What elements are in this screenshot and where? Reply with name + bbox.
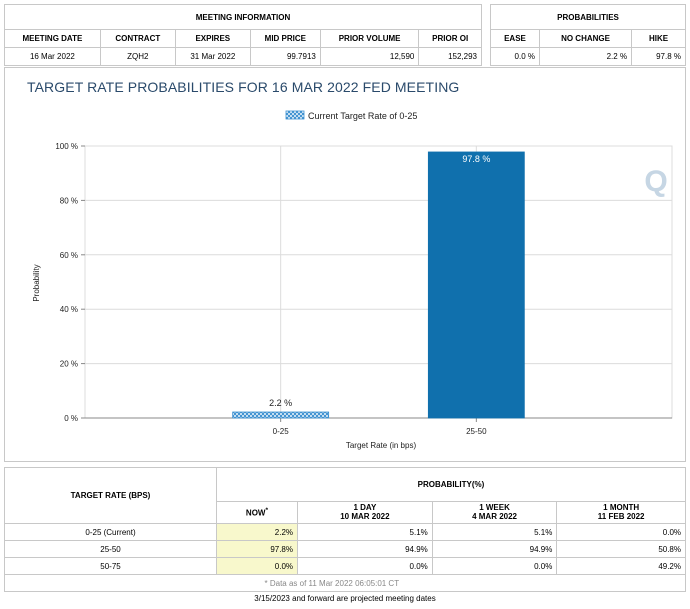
row-1month: 0.0%: [556, 523, 686, 541]
row-1day: 5.1%: [297, 523, 433, 541]
col-prior-oi: PRIOR OI: [418, 29, 482, 48]
prior-volume-value: 12,590: [319, 47, 420, 66]
watermark-q: Q: [644, 165, 667, 198]
row-rate: 50-75: [4, 557, 217, 575]
probability-history-table: TARGET RATE (BPS) PROBABILITY(%) NOW* 1 …: [4, 467, 686, 592]
meeting-date-value: 16 Mar 2022: [4, 47, 101, 66]
col-no-change: NO CHANGE: [538, 29, 633, 48]
x-axis-label: Target Rate (in bps): [346, 441, 417, 450]
meeting-info-table: MEETING INFORMATION MEETING DATE CONTRAC…: [4, 4, 482, 66]
row-1week: 5.1%: [431, 523, 558, 541]
y-axis-label: Probability: [32, 264, 41, 301]
row-1month: 50.8%: [556, 540, 686, 558]
ease-value: 0.0 %: [490, 47, 540, 66]
y-tick-label: 40 %: [60, 305, 78, 314]
col-prior-volume: PRIOR VOLUME: [319, 29, 420, 48]
col-meeting-date: MEETING DATE: [4, 29, 101, 48]
legend-swatch: [285, 110, 305, 120]
x-tick-label: 25-50: [466, 427, 487, 436]
watermark-logo: Q: [644, 165, 667, 198]
bar-value-label: 97.8 %: [462, 154, 490, 164]
contract-value: ZQH2: [99, 47, 176, 66]
row-rate: 25-50: [4, 540, 217, 558]
one-week-header: 1 WEEK 4 MAR 2022: [431, 500, 558, 525]
probabilities-table: PROBABILITIES EASE NO CHANGE HIKE 0.0 % …: [490, 4, 686, 66]
col-mid-price: MID PRICE: [249, 29, 321, 48]
col-expires: EXPIRES: [174, 29, 251, 48]
row-1day: 94.9%: [297, 540, 433, 558]
prior-oi-value: 152,293: [418, 47, 482, 66]
chart-legend: Current Target Rate of 0-25: [285, 110, 417, 121]
now-marker: *: [265, 507, 269, 515]
y-tick-label: 0 %: [64, 414, 78, 423]
y-tick-label: 80 %: [60, 196, 78, 205]
one-month-header: 1 MONTH 11 FEB 2022: [556, 500, 686, 525]
one-day-line2: 10 MAR 2022: [340, 512, 390, 522]
row-rate: 0-25 (Current): [4, 523, 217, 541]
hike-value: 97.8 %: [631, 47, 686, 66]
chart-panel: TARGET RATE PROBABILITIES FOR 16 MAR 202…: [4, 67, 686, 462]
table-row: 50-75 0.0% 0.0% 0.0% 49.2%: [4, 557, 686, 575]
row-now: 0.0%: [216, 557, 298, 575]
one-week-line1: 1 WEEK: [479, 503, 510, 513]
one-week-line2: 4 MAR 2022: [472, 512, 517, 522]
note-spacer: [4, 574, 217, 592]
bar-value-label: 2.2 %: [269, 398, 292, 408]
y-tick-label: 100 %: [55, 142, 78, 151]
plot-frame: [84, 145, 673, 419]
row-1day: 0.0%: [297, 557, 433, 575]
legend-label: Current Target Rate of 0-25: [308, 111, 417, 121]
x-tick-label: 0-25: [273, 427, 290, 436]
one-day-header: 1 DAY 10 MAR 2022: [297, 500, 433, 525]
now-header: NOW*: [216, 500, 298, 525]
table-row: 25-50 97.8% 94.9% 94.9% 50.8%: [4, 540, 686, 558]
probability-header: PROBABILITY(%): [216, 467, 686, 502]
row-now: 2.2%: [216, 523, 298, 541]
data-note: * Data as of 11 Mar 2022 06:05:01 CT: [216, 574, 686, 592]
now-label: NOW: [245, 508, 266, 518]
one-month-line1: 1 MONTH: [603, 503, 640, 513]
row-now: 97.8%: [216, 540, 298, 558]
footer-note: 3/15/2023 and forward are projected meet…: [254, 594, 436, 603]
chart-title: TARGET RATE PROBABILITIES FOR 16 MAR 202…: [27, 79, 460, 95]
y-tick-label: 60 %: [60, 251, 78, 260]
one-month-line2: 11 FEB 2022: [597, 512, 645, 522]
target-rate-header: TARGET RATE (BPS): [4, 467, 217, 524]
mid-price-value: 99.7913: [249, 47, 321, 66]
table-row: 0-25 (Current) 2.2% 5.1% 5.1% 0.0%: [4, 523, 686, 541]
bar-0-25: [232, 411, 330, 419]
col-hike: HIKE: [631, 29, 686, 48]
col-contract: CONTRACT: [99, 29, 176, 48]
probability-chart: Current Target Rate of 0-25 0 % 20 % 40 % 6…: [32, 110, 673, 450]
expires-value: 31 Mar 2022: [174, 47, 251, 66]
row-1week: 94.9%: [431, 540, 558, 558]
no-change-value: 2.2 %: [538, 47, 633, 66]
col-ease: EASE: [490, 29, 540, 48]
one-day-line1: 1 DAY: [353, 503, 377, 513]
row-1month: 49.2%: [556, 557, 686, 575]
meeting-info-title: MEETING INFORMATION: [4, 4, 482, 30]
row-1week: 0.0%: [431, 557, 558, 575]
probabilities-title: PROBABILITIES: [490, 4, 686, 30]
y-tick-label: 20 %: [60, 360, 78, 369]
bar-25-50: [427, 151, 525, 419]
